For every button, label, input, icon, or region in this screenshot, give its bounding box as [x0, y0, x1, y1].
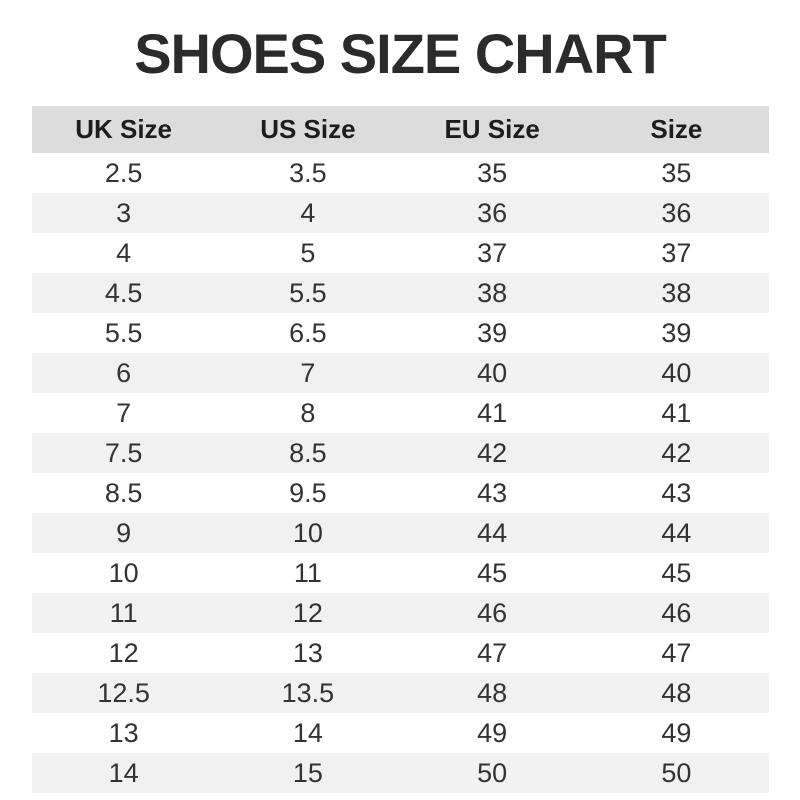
table-cell: 36: [477, 197, 508, 228]
table-row: 6 7 40 40: [31, 353, 769, 393]
table-cell: 42: [477, 437, 508, 468]
table-cell: 2.5: [104, 157, 143, 188]
table-cell: 37: [661, 237, 692, 268]
table-cell: 44: [661, 517, 692, 548]
table-cell: 3: [116, 197, 132, 228]
table-cell: 49: [477, 717, 508, 748]
page-title: SHOES SIZE CHART: [134, 22, 667, 85]
table-cell: 43: [477, 477, 508, 508]
column-header-eu-size: EU Size: [400, 106, 585, 153]
table-cell: 6.5: [289, 317, 327, 348]
table-cell: 50: [477, 757, 508, 788]
table-cell: 13: [292, 637, 323, 668]
table-cell: 4.5: [104, 277, 143, 308]
table-row: 2.5 3.5 35 35: [31, 153, 769, 193]
table-cell: 8.5: [289, 437, 327, 468]
table-body: 2.5 3.5 35 35 3 4 36 36 4 5 37 37 4.5 5.5 38 38 5.5 6.5 39…: [31, 153, 769, 793]
table-cell: 12: [292, 597, 323, 628]
table-row: 5.5 6.5 39 39: [31, 313, 769, 353]
table-cell: 11: [293, 557, 322, 588]
table-cell: 40: [477, 357, 508, 388]
table-cell: 8.5: [104, 477, 143, 508]
table-cell: 47: [661, 637, 692, 668]
table-row: 4.5 5.5 38 38: [31, 273, 769, 313]
table-cell: 7: [116, 397, 132, 428]
table-cell: 38: [477, 277, 508, 308]
table-row: 4 5 37 37: [31, 233, 769, 273]
table-cell: 45: [477, 557, 508, 588]
column-header-us-size: US Size: [215, 106, 400, 153]
table-cell: 7: [300, 357, 316, 388]
table-cell: 8: [300, 397, 316, 428]
column-header-size: Size: [584, 106, 769, 153]
table-cell: 11: [109, 597, 138, 628]
table-cell: 49: [661, 717, 692, 748]
table-cell: 48: [661, 677, 692, 708]
table-cell: 46: [477, 597, 508, 628]
table-cell: 9.5: [289, 477, 327, 508]
table-cell: 47: [477, 637, 508, 668]
table-cell: 14: [292, 717, 323, 748]
table-cell: 38: [661, 277, 692, 308]
table-cell: 48: [477, 677, 508, 708]
column-header-uk-size: UK Size: [31, 106, 216, 153]
table-row: 3 4 36 36: [31, 193, 769, 233]
table-cell: 40: [661, 357, 692, 388]
table-cell: 41: [661, 397, 692, 428]
table-cell: 46: [661, 597, 692, 628]
table-cell: 12: [108, 637, 139, 668]
table-cell: 50: [661, 757, 692, 788]
table-cell: 36: [661, 197, 692, 228]
table-row: 7 8 41 41: [31, 393, 769, 433]
table-row: 8.5 9.5 43 43: [31, 473, 769, 513]
table-cell: 35: [477, 157, 508, 188]
table-cell: 10: [292, 517, 323, 548]
table-cell: 9: [116, 517, 132, 548]
table-cell: 6: [116, 357, 132, 388]
table-cell: 45: [661, 557, 692, 588]
table-cell: 43: [661, 477, 692, 508]
table-cell: 44: [477, 517, 508, 548]
table-row: 14 15 50 50: [31, 753, 769, 793]
table-cell: 12.5: [97, 677, 150, 708]
table-cell: 39: [477, 317, 508, 348]
table-cell: 41: [477, 397, 508, 428]
table-cell: 15: [292, 757, 323, 788]
table-cell: 4: [116, 237, 132, 268]
table-cell: 13: [108, 717, 139, 748]
table-row: 9 10 44 44: [31, 513, 769, 553]
table-row: 7.5 8.5 42 42: [31, 433, 769, 473]
size-chart-table: UK Size US Size EU Size Size 2.5 3.5 35 35 3…: [31, 106, 769, 793]
table-cell: 14: [108, 757, 139, 788]
header-row: UK Size US Size EU Size Size: [31, 106, 769, 153]
table-cell: 4: [300, 197, 316, 228]
table-row: 11 12 46 46: [31, 593, 769, 633]
table-cell: 42: [661, 437, 692, 468]
table-cell: 10: [108, 557, 139, 588]
table-row: 13 14 49 49: [31, 713, 769, 753]
table-cell: 13.5: [281, 677, 335, 708]
table-cell: 3.5: [289, 157, 327, 188]
table-cell: 7.5: [104, 437, 143, 468]
table-cell: 5.5: [289, 277, 327, 308]
table-cell: 39: [661, 317, 692, 348]
table-cell: 5: [300, 237, 316, 268]
table-header: UK Size US Size EU Size Size: [31, 106, 769, 153]
table-cell: 37: [477, 237, 508, 268]
table-cell: 5.5: [104, 317, 143, 348]
table-row: 12.5 13.5 48 48: [31, 673, 769, 713]
table-cell: 35: [661, 157, 692, 188]
table-row: 12 13 47 47: [31, 633, 769, 673]
table-row: 10 11 45 45: [31, 553, 769, 593]
